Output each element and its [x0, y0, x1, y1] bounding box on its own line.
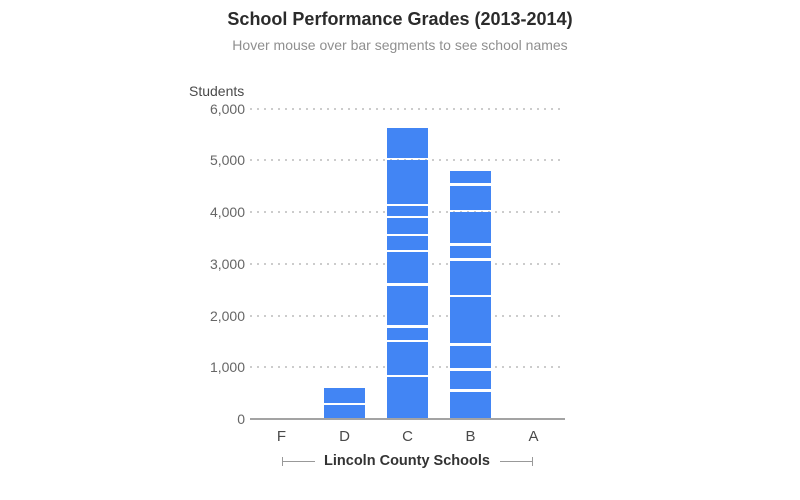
- x-axis-label-b: B: [465, 428, 476, 445]
- bar-segment-c-6[interactable]: [387, 236, 428, 250]
- bar-segment-c-4[interactable]: [387, 285, 428, 326]
- bar-segment-b-6[interactable]: [450, 245, 491, 259]
- y-tick-label-0: 0: [237, 411, 245, 427]
- y-axis-title: Students: [189, 83, 245, 99]
- bracket-left-line: [283, 461, 315, 462]
- bracket-right-cap: [532, 457, 533, 466]
- x-axis-line: [250, 418, 565, 420]
- y-tick-label-5000: 5,000: [209, 152, 245, 169]
- bar-segment-c-2[interactable]: [387, 342, 428, 375]
- bracket-right-line: [500, 461, 532, 462]
- bar-segment-b-7[interactable]: [450, 212, 491, 244]
- bar-segment-b-8[interactable]: [450, 185, 491, 211]
- bar-segment-b-5[interactable]: [450, 260, 491, 295]
- bar-segment-c-5[interactable]: [387, 252, 428, 284]
- y-tick-label-3000: 3,000: [209, 255, 245, 272]
- y-tick-label-6000: 6,000: [209, 100, 245, 117]
- x-axis-group-label: Lincoln County Schools: [324, 453, 490, 469]
- bar-segment-c-9[interactable]: [387, 160, 428, 205]
- bar-segment-c-10[interactable]: [387, 127, 428, 158]
- bar-segment-b-2[interactable]: [450, 370, 491, 390]
- bar-segment-d-1[interactable]: [324, 404, 365, 418]
- y-tick-label-2000: 2,000: [209, 307, 245, 324]
- x-axis-label-a: A: [528, 428, 539, 445]
- chart-subtitle: Hover mouse over bar segments to see sch…: [232, 37, 568, 53]
- bar-segment-c-7[interactable]: [387, 218, 428, 235]
- x-axis-label-d: D: [339, 428, 350, 445]
- bar-segment-b-9[interactable]: [450, 171, 491, 184]
- gridline-5000: [250, 159, 564, 162]
- x-axis-label-c: C: [402, 428, 413, 445]
- bar-segment-c-3[interactable]: [387, 327, 428, 340]
- x-axis-label-f: F: [276, 428, 287, 445]
- y-tick-label-4000: 4,000: [209, 204, 245, 220]
- chart-title: School Performance Grades (2013-2014): [227, 9, 573, 29]
- bracket-left-cap: [282, 457, 283, 466]
- bar-segment-b-3[interactable]: [450, 345, 491, 369]
- bar-segment-c-1[interactable]: [387, 377, 428, 418]
- y-tick-label-1000: 1,000: [209, 359, 245, 376]
- bar-segment-d-2[interactable]: [324, 387, 365, 403]
- bar-segment-b-1[interactable]: [450, 391, 491, 418]
- bar-segment-c-8[interactable]: [387, 206, 428, 216]
- bar-segment-b-4[interactable]: [450, 297, 491, 344]
- gridline-6000: [250, 107, 564, 110]
